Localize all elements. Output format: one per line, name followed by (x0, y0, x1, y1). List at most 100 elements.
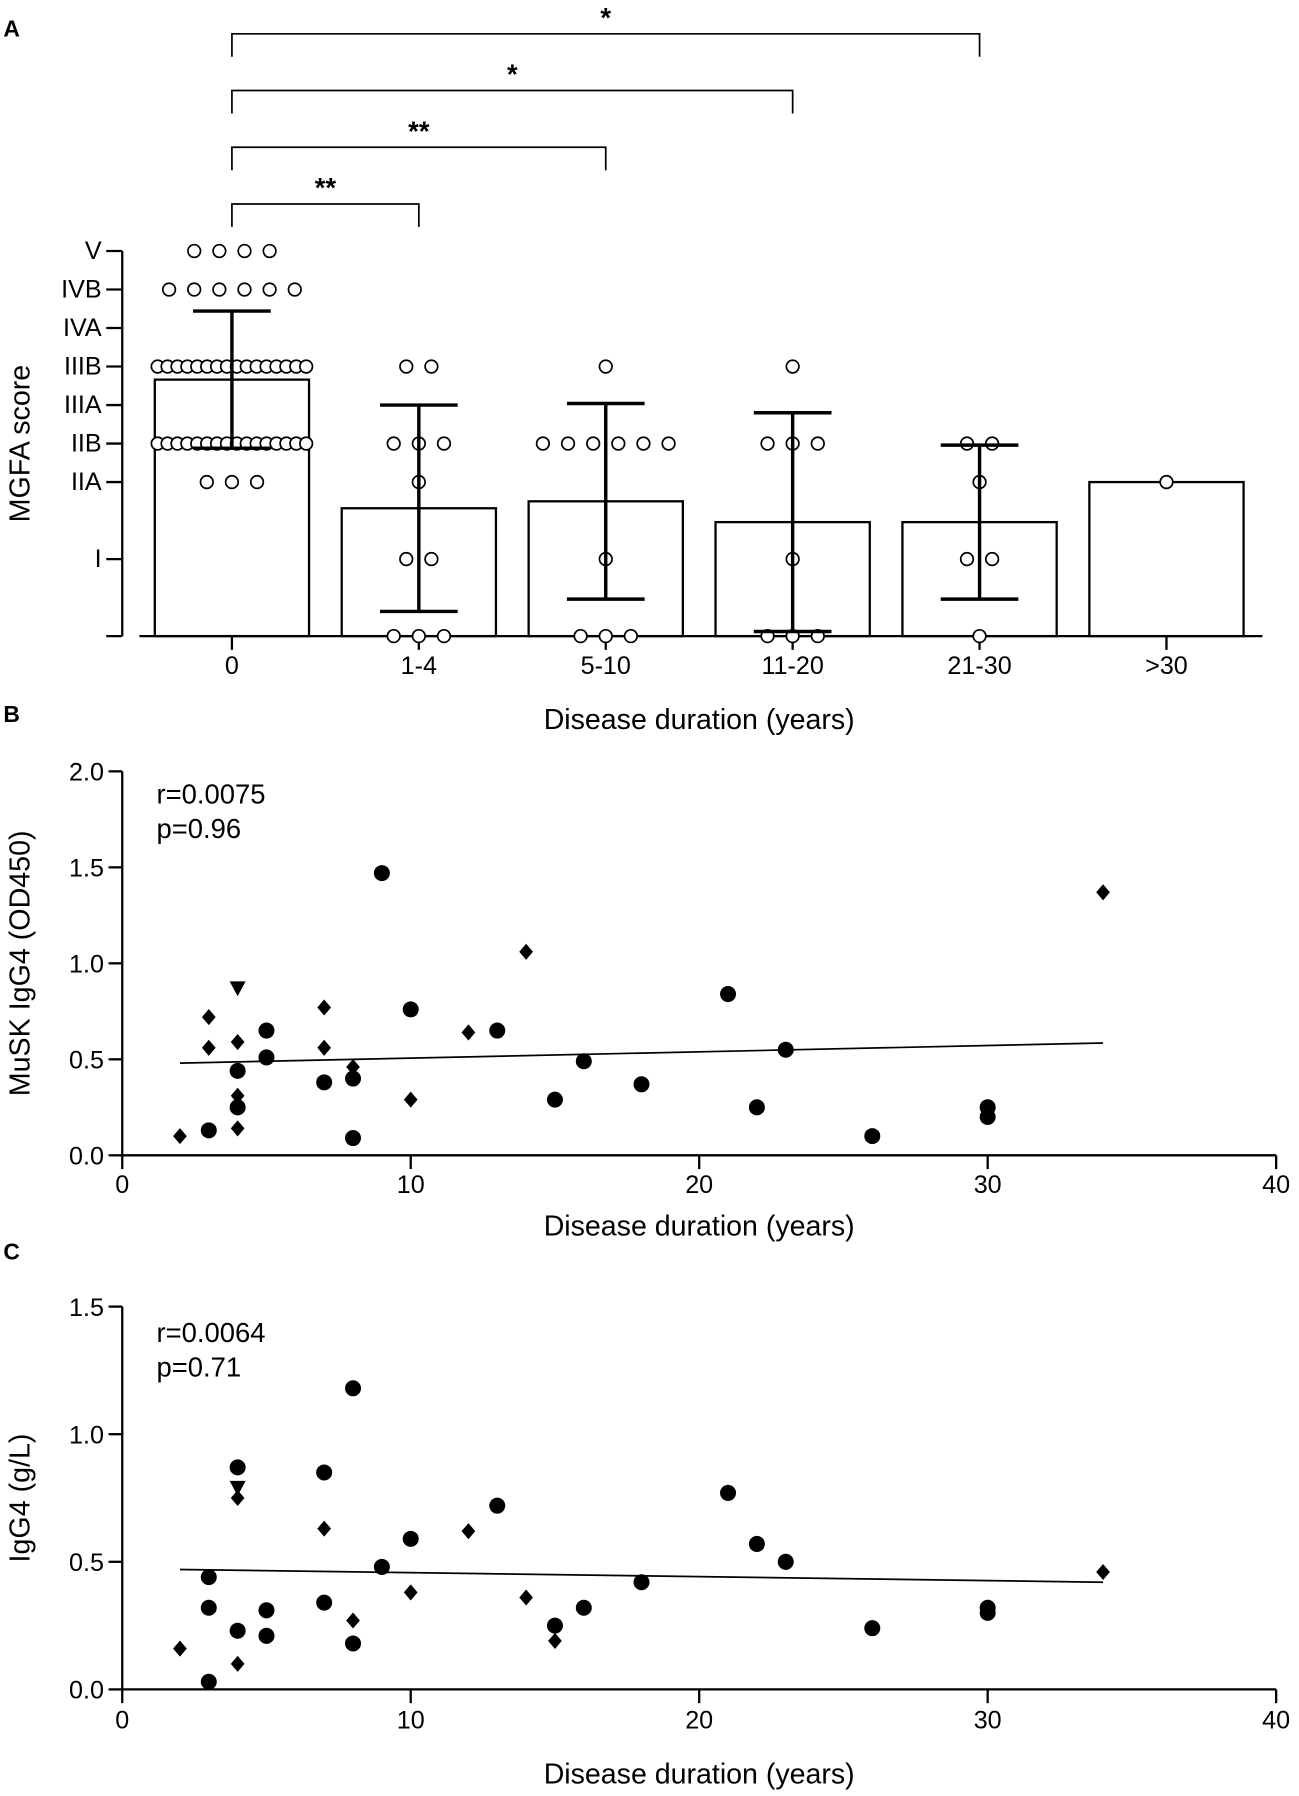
data-point (299, 436, 314, 451)
data-point (636, 436, 651, 451)
significance-bracket (231, 32, 981, 57)
data-point (224, 474, 240, 490)
data-point (720, 1484, 737, 1501)
data-point (548, 1632, 562, 1649)
data-point (237, 282, 252, 297)
data-point (959, 551, 975, 567)
data-point (258, 1627, 275, 1644)
data-point (229, 1459, 246, 1476)
data-point (345, 1635, 362, 1652)
x-tick-label: 10 (397, 1171, 425, 1199)
data-point (212, 282, 227, 297)
data-point (519, 1589, 533, 1606)
data-point (623, 628, 639, 644)
x-tick-label: 40 (1262, 1171, 1290, 1199)
x-tick-label: 0 (115, 1171, 129, 1199)
x-axis-title: Disease duration (years) (544, 704, 855, 736)
x-axis-title: Disease duration (years) (544, 1210, 855, 1242)
x-tick-label: 30 (974, 1171, 1002, 1199)
data-point (346, 1612, 360, 1629)
bar (1088, 480, 1245, 638)
data-point (489, 1022, 506, 1039)
x-tick-label: 0 (225, 652, 239, 680)
data-point (200, 1673, 217, 1690)
data-point (1096, 884, 1110, 901)
data-point (386, 628, 401, 644)
data-point (386, 436, 401, 451)
data-point (489, 1497, 506, 1514)
y-tick-label: 1.0 (69, 950, 104, 978)
x-tick-label: 0 (115, 1706, 129, 1734)
data-point (402, 1530, 419, 1547)
x-tick-label: 1-4 (401, 652, 437, 680)
data-point (575, 1599, 592, 1616)
annotation: r=0.0075 (157, 778, 266, 809)
data-point (173, 1128, 187, 1145)
panel-label: A (3, 16, 20, 42)
data-point (461, 1523, 476, 1540)
data-point (317, 1039, 332, 1056)
significance-label: ** (315, 172, 337, 203)
y-axis-title: IgG4 (g/L) (5, 1434, 37, 1563)
data-point (258, 1602, 275, 1619)
data-point (229, 1622, 246, 1639)
y-tick-label: IIA (71, 468, 102, 496)
data-point (199, 474, 214, 490)
data-point (316, 1594, 333, 1611)
y-tick-label: 2.0 (69, 758, 104, 786)
data-point (519, 943, 533, 960)
data-point (229, 981, 246, 997)
y-tick-label: IIB (71, 430, 102, 458)
data-point (200, 1569, 217, 1586)
data-point (200, 1122, 217, 1139)
data-point (586, 436, 601, 451)
significance-label: * (507, 59, 518, 90)
significance-bracket (231, 89, 794, 114)
data-point (316, 1074, 333, 1091)
data-point (373, 865, 390, 882)
x-axis-title: Disease duration (years) (544, 1758, 855, 1790)
data-point (535, 436, 551, 451)
data-point (864, 1620, 881, 1637)
data-point (972, 628, 987, 644)
fit-line (179, 1042, 1104, 1065)
data-point (720, 986, 737, 1003)
data-point (230, 1120, 245, 1137)
data-point (187, 243, 202, 259)
data-point (810, 436, 825, 451)
y-tick-label: I (95, 545, 102, 573)
y-tick-label: IIIB (64, 353, 102, 381)
data-point (229, 1480, 246, 1496)
x-tick-label: 20 (685, 1706, 713, 1734)
data-point (1159, 474, 1174, 490)
annotation: r=0.0064 (157, 1317, 266, 1348)
data-point (287, 282, 302, 297)
data-point (201, 1039, 216, 1056)
data-point (316, 1464, 333, 1481)
x-tick-label: 30 (974, 1706, 1002, 1734)
data-point (229, 1099, 246, 1116)
data-point (661, 436, 676, 451)
x-tick-label: 5-10 (581, 652, 631, 680)
x-tick-label: 11-20 (761, 652, 823, 680)
significance-bracket (231, 203, 420, 227)
data-point (760, 436, 775, 451)
data-point (748, 1535, 765, 1552)
data-point (262, 282, 277, 297)
y-tick-label: 1.0 (69, 1421, 104, 1449)
y-tick-label: 0.0 (69, 1142, 104, 1170)
y-tick-label: IVA (63, 314, 102, 342)
data-point (229, 1062, 246, 1079)
data-point (411, 628, 426, 644)
data-point (373, 1558, 390, 1575)
x-tick-label: 40 (1262, 1706, 1290, 1734)
data-point (546, 1617, 563, 1634)
data-point (317, 1520, 332, 1537)
data-point (161, 282, 177, 297)
data-point (1096, 1563, 1110, 1581)
data-point (436, 628, 452, 644)
data-point (299, 359, 314, 374)
data-point (979, 1604, 996, 1621)
data-point (249, 474, 265, 490)
